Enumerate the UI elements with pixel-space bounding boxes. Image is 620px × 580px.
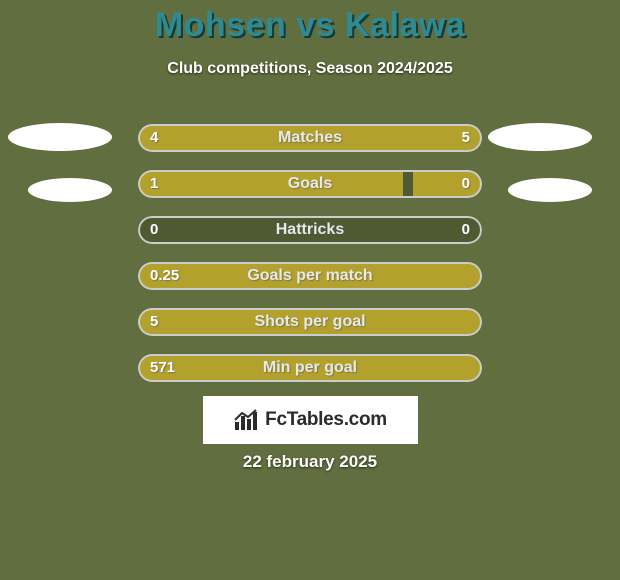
bars-icon (233, 408, 259, 432)
player2-name: Kalawa (345, 6, 465, 44)
stat-value-left: 5 (150, 308, 158, 336)
stat-label: Matches (138, 124, 482, 152)
stat-row: Matches4 5 (138, 124, 482, 152)
decorative-oval (488, 123, 592, 151)
stat-row: Min per goal571 (138, 354, 482, 382)
stat-row: Goals1 0 (138, 170, 482, 198)
stat-row: Goals per match0.25 (138, 262, 482, 290)
page-title: Mohsen vs Kalawa (0, 6, 620, 45)
player1-name: Mohsen (155, 6, 286, 44)
stat-rows: Matches45Goals10Hattricks00Goals per mat… (138, 124, 482, 400)
date-label: 22 february 2025 (0, 452, 620, 472)
stat-value-right: 0 (462, 216, 470, 244)
stat-row: Shots per goal5 (138, 308, 482, 336)
stat-row: Hattricks0 0 (138, 216, 482, 244)
decorative-oval (508, 178, 592, 202)
stat-value-right: 5 (462, 124, 470, 152)
stat-label: Shots per goal (138, 308, 482, 336)
stat-value-left: 0.25 (150, 262, 179, 290)
stat-value-left: 4 (150, 124, 158, 152)
stat-label: Hattricks (138, 216, 482, 244)
stat-label: Goals (138, 170, 482, 198)
subtitle: Club competitions, Season 2024/2025 (0, 60, 620, 78)
stat-value-right: 0 (462, 170, 470, 198)
stat-label: Min per goal (138, 354, 482, 382)
source-badge-text: FcTables.com (265, 409, 387, 431)
stat-value-left: 0 (150, 216, 158, 244)
source-badge: FcTables.com (203, 396, 418, 444)
stat-value-left: 571 (150, 354, 175, 382)
comparison-infographic: Mohsen vs Kalawa Club competitions, Seas… (0, 0, 620, 580)
stat-label: Goals per match (138, 262, 482, 290)
decorative-oval (8, 123, 112, 151)
stat-value-left: 1 (150, 170, 158, 198)
decorative-oval (28, 178, 112, 202)
title-vs: vs (296, 6, 335, 44)
